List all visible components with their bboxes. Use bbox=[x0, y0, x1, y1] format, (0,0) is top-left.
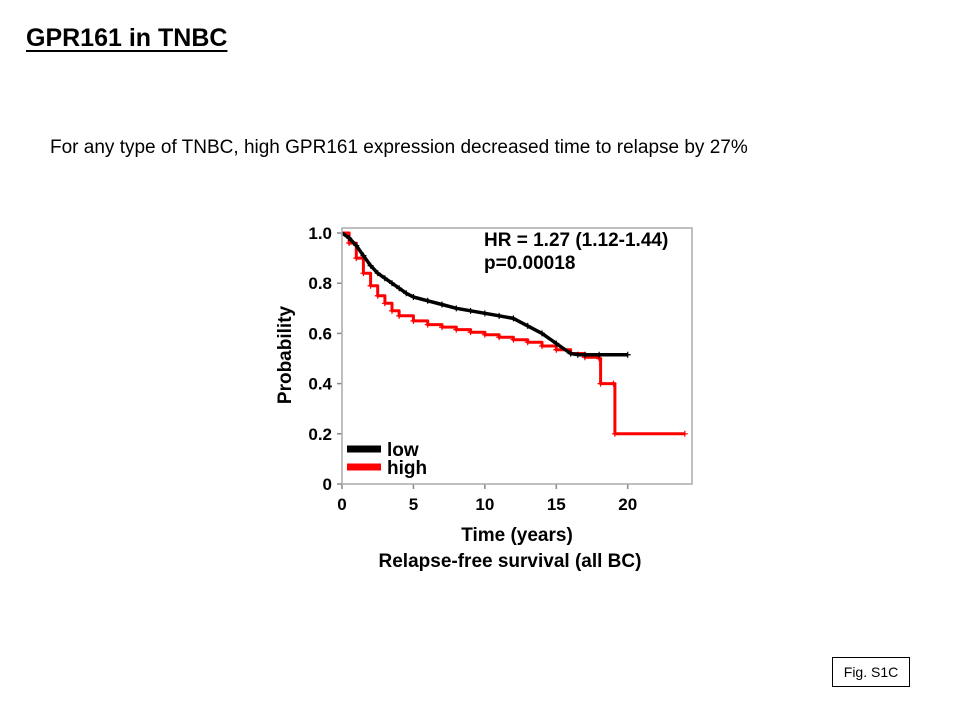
censor-mark-high bbox=[610, 380, 617, 387]
censor-mark-high bbox=[353, 255, 360, 262]
y-axis-label: Probability bbox=[275, 305, 296, 404]
censor-mark-low bbox=[553, 340, 560, 347]
censor-mark-low bbox=[381, 275, 388, 282]
censor-mark-low bbox=[346, 235, 353, 242]
slide-subtitle: For any type of TNBC, high GPR161 expres… bbox=[50, 137, 748, 158]
slide-title: GPR161 in TNBC bbox=[26, 24, 228, 52]
censor-mark-high bbox=[453, 326, 460, 333]
censor-mark-low bbox=[581, 351, 588, 358]
censor-mark-high bbox=[439, 324, 445, 331]
censor-mark-high bbox=[410, 317, 417, 324]
censor-mark-high bbox=[346, 240, 353, 247]
censor-mark-low bbox=[496, 312, 503, 319]
x-tick-label: 10 bbox=[475, 495, 494, 514]
p-value-annotation: p=0.00018 bbox=[484, 253, 575, 274]
censor-mark-low bbox=[439, 301, 445, 308]
censor-mark-low bbox=[410, 294, 417, 301]
y-tick-label: 0 bbox=[323, 475, 332, 494]
censor-mark-high bbox=[510, 336, 517, 343]
legend: low high bbox=[347, 440, 427, 479]
legend-low-label: low bbox=[387, 440, 419, 461]
x-tick-label: 5 bbox=[409, 495, 418, 514]
y-tick-label: 0.8 bbox=[308, 274, 332, 293]
censor-mark-low bbox=[574, 351, 581, 358]
figure-label: Fig. S1C bbox=[832, 657, 910, 687]
censor-mark-high bbox=[496, 334, 503, 341]
censor-mark-high bbox=[611, 430, 618, 437]
censor-mark-high bbox=[681, 430, 688, 437]
censor-mark-high bbox=[424, 321, 431, 328]
chart-caption: Relapse-free survival (all BC) bbox=[379, 551, 642, 572]
legend-high-label: high bbox=[387, 458, 427, 479]
censor-mark-low bbox=[596, 351, 603, 358]
x-tick-label: 0 bbox=[337, 495, 346, 514]
censor-mark-low bbox=[624, 351, 631, 358]
x-axis-label: Time (years) bbox=[461, 525, 573, 546]
x-tick-label: 20 bbox=[618, 495, 637, 514]
censor-mark-high bbox=[381, 300, 388, 307]
censor-mark-low bbox=[524, 322, 531, 329]
series-line-low bbox=[340, 231, 628, 357]
y-tick-label: 0.6 bbox=[308, 324, 332, 343]
x-tick-label: 15 bbox=[547, 495, 566, 514]
hr-annotation: HR = 1.27 (1.12-1.44) bbox=[484, 230, 668, 251]
censor-mark-high bbox=[553, 346, 560, 353]
y-tick-label: 0.2 bbox=[308, 425, 332, 444]
censor-mark-low bbox=[453, 305, 460, 312]
censor-mark-low bbox=[374, 270, 381, 277]
censor-mark-high bbox=[367, 282, 374, 289]
censor-mark-high bbox=[360, 270, 367, 277]
censor-mark-low bbox=[360, 252, 367, 259]
censor-mark-high bbox=[524, 339, 531, 346]
censor-mark-low bbox=[367, 262, 374, 269]
censor-mark-low bbox=[510, 315, 517, 322]
censor-mark-low bbox=[467, 307, 474, 314]
y-tick-label: 0.4 bbox=[308, 375, 332, 394]
censor-mark-low bbox=[481, 310, 488, 317]
censor-mark-high bbox=[597, 380, 604, 387]
censor-mark-low bbox=[396, 285, 403, 292]
censor-mark-low bbox=[567, 350, 574, 357]
censor-mark-high bbox=[481, 331, 488, 338]
censor-mark-high bbox=[389, 307, 395, 314]
censor-mark-low bbox=[539, 330, 545, 337]
censor-mark-high bbox=[467, 329, 474, 336]
censor-mark-high bbox=[374, 292, 381, 299]
censor-mark-high bbox=[396, 312, 403, 319]
censor-mark-low bbox=[403, 290, 410, 297]
plot-frame bbox=[341, 227, 693, 485]
censor-mark-low bbox=[424, 297, 431, 304]
censor-mark-low bbox=[353, 242, 360, 249]
y-tick-label: 1.0 bbox=[308, 224, 332, 243]
censor-mark-high bbox=[539, 342, 545, 349]
censor-mark-low bbox=[389, 280, 395, 287]
